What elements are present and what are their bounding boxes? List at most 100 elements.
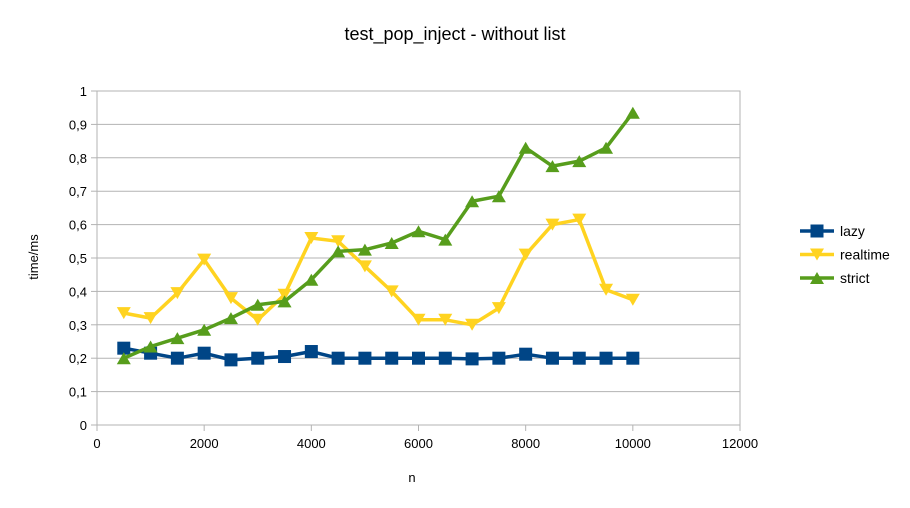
- y-tick-label: 0,4: [69, 284, 87, 299]
- data-point-realtime: [170, 287, 185, 300]
- x-tick-label: 12000: [722, 436, 758, 451]
- data-point-realtime: [491, 302, 506, 315]
- data-point-lazy: [331, 351, 345, 365]
- series-line-realtime: [123, 217, 634, 327]
- data-point-realtime: [331, 235, 346, 248]
- series-line-strict: [123, 111, 635, 360]
- data-point-strict: [250, 298, 265, 311]
- legend-item-strict: strict: [800, 270, 870, 286]
- x-tick-label: 6000: [404, 436, 433, 451]
- data-point-strict: [599, 141, 614, 154]
- data-point-strict: [438, 233, 453, 246]
- data-point-strict: [170, 332, 185, 345]
- y-tick-label: 0,9: [69, 117, 87, 132]
- data-point-lazy: [545, 351, 559, 365]
- data-point-strict: [411, 225, 426, 238]
- data-point-strict: [545, 160, 560, 173]
- data-point-strict: [572, 155, 587, 168]
- legend: lazy realtime strict: [800, 223, 890, 286]
- x-tick-label: 8000: [511, 436, 540, 451]
- y-tick-label: 0,1: [69, 385, 87, 400]
- legend-marker: [810, 272, 824, 284]
- data-point-strict: [304, 273, 319, 286]
- grid-lines: [97, 90, 740, 426]
- data-point-strict: [277, 295, 292, 308]
- data-point-realtime: [465, 318, 480, 331]
- data-point-realtime: [304, 231, 319, 244]
- legend-item-realtime: realtime: [800, 247, 890, 263]
- data-point-lazy: [170, 351, 184, 365]
- x-tick-label: 0: [93, 436, 100, 451]
- data-point-strict: [197, 323, 212, 336]
- data-point-lazy: [626, 351, 640, 365]
- y-tick-label: 0: [80, 418, 87, 433]
- data-point-lazy: [438, 351, 452, 365]
- x-axis-label: n: [408, 470, 415, 485]
- data-point-realtime: [384, 285, 399, 298]
- data-point-lazy: [412, 351, 425, 365]
- data-point-realtime: [411, 313, 426, 326]
- x-axis-ticks: 0 2000 4000 6000 8000 10000 12000: [93, 425, 758, 451]
- data-point-strict: [143, 340, 158, 353]
- data-point-realtime: [143, 312, 158, 325]
- data-point-realtime: [625, 293, 640, 306]
- x-tick-label: 2000: [190, 436, 219, 451]
- legend-marker: [810, 224, 824, 238]
- y-axis-ticks: 0 0,1 0,2 0,3 0,4 0,5 0,6 0,7 0,8 0,9 1: [69, 84, 97, 433]
- data-point-lazy: [304, 345, 318, 359]
- y-tick-label: 0,6: [69, 218, 87, 233]
- x-tick-label: 10000: [615, 436, 651, 451]
- data-point-lazy: [117, 341, 131, 355]
- chart-title: test_pop_inject - without list: [344, 24, 565, 45]
- data-point-lazy: [197, 346, 211, 360]
- legend-label: realtime: [840, 247, 890, 263]
- data-point-strict: [331, 245, 346, 258]
- legend-label: strict: [840, 270, 870, 286]
- data-point-strict: [625, 106, 640, 119]
- series-strict: [116, 106, 640, 365]
- data-point-realtime: [518, 248, 533, 261]
- data-point-strict: [116, 352, 131, 365]
- data-point-realtime: [250, 313, 265, 326]
- data-point-lazy: [278, 350, 292, 364]
- data-point-strict: [223, 312, 238, 325]
- y-tick-label: 0,8: [69, 151, 87, 166]
- data-point-strict: [491, 190, 506, 203]
- y-tick-label: 0,5: [69, 251, 87, 266]
- data-point-realtime: [572, 213, 587, 226]
- data-point-lazy: [599, 351, 613, 365]
- data-point-lazy: [519, 347, 533, 361]
- y-tick-label: 0,3: [69, 318, 87, 333]
- data-point-realtime: [599, 283, 614, 296]
- data-point-realtime: [438, 313, 453, 326]
- series-lazy: [117, 341, 640, 367]
- data-point-lazy: [385, 351, 399, 365]
- data-point-realtime: [545, 218, 560, 231]
- data-point-realtime: [357, 260, 372, 273]
- data-point-lazy: [251, 351, 265, 365]
- data-point-strict: [384, 236, 399, 249]
- data-point-lazy: [572, 351, 586, 365]
- series-group: [116, 106, 640, 367]
- data-point-strict: [518, 141, 533, 154]
- data-point-lazy: [224, 353, 238, 367]
- x-tick-label: 4000: [297, 436, 326, 451]
- legend-item-lazy: lazy: [800, 223, 865, 239]
- data-point-realtime: [277, 288, 292, 301]
- y-tick-label: 0,7: [69, 184, 87, 199]
- data-point-strict: [357, 243, 372, 256]
- series-realtime: [116, 213, 640, 331]
- legend-label: lazy: [840, 223, 865, 239]
- data-point-lazy: [492, 351, 506, 365]
- legend-marker: [810, 248, 824, 261]
- data-point-realtime: [116, 307, 131, 320]
- data-point-lazy: [465, 352, 479, 366]
- y-axis-label: time/ms: [26, 234, 41, 280]
- data-point-realtime: [223, 292, 238, 305]
- y-tick-label: 1: [80, 84, 87, 99]
- data-point-strict: [465, 195, 480, 208]
- data-point-realtime: [197, 253, 212, 266]
- y-tick-label: 0,2: [69, 351, 87, 366]
- data-point-lazy: [358, 351, 372, 365]
